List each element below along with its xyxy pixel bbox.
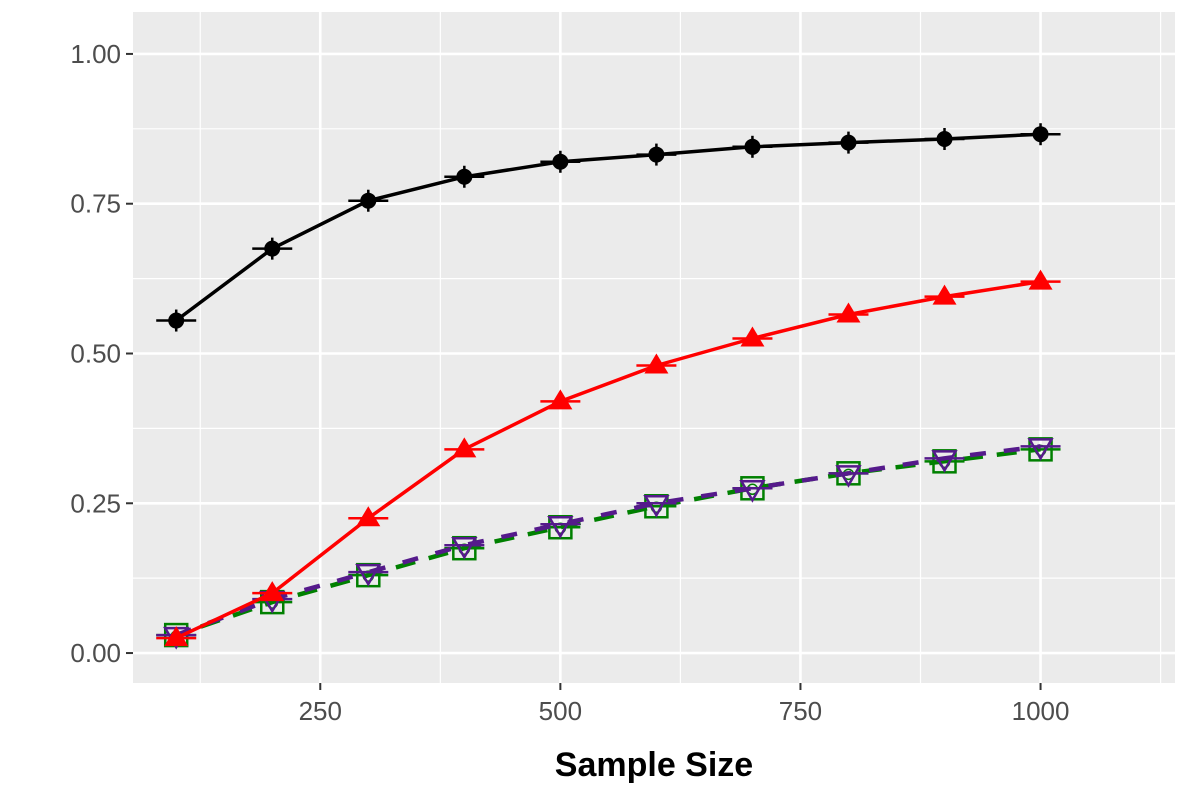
data-point [356,506,381,527]
data-point [451,536,478,560]
series-1 [156,269,1061,647]
series-line [175,444,1041,638]
data-point [355,563,382,587]
series-layer [156,123,1061,650]
x-tick-label: 750 [779,696,822,726]
data-point [931,450,958,473]
data-point [1027,438,1054,461]
x-tick-label: 1000 [1012,696,1070,726]
y-tick-label: 0.25 [70,488,121,518]
data-point [644,353,669,374]
series-0 [156,123,1061,332]
data-point [836,302,861,323]
data-point [260,581,285,602]
x-tick-label: 500 [539,696,582,726]
data-point [835,465,862,488]
plot-panel [133,12,1175,683]
data-point [452,437,477,458]
data-point [548,389,573,410]
data-point [740,326,765,347]
series-line [175,447,1041,638]
x-axis-title: Sample Size [555,746,753,784]
y-tick-label: 0.00 [70,638,121,668]
x-tick-label: 250 [299,696,342,726]
data-point [547,515,574,539]
data-point [1028,269,1053,290]
data-point [164,626,189,647]
grid [133,12,1175,683]
y-tick-label: 0.50 [70,338,121,368]
data-point [643,495,670,518]
series-line [175,279,1041,640]
axis-ticks: 250 500 750 1000 0.00 0.25 0.50 0.75 1.00 [70,39,1069,726]
y-tick-label: 0.75 [70,189,121,219]
series-line [175,132,1041,322]
y-tick-label: 1.00 [70,39,121,69]
data-point [932,284,957,305]
data-point [739,480,766,503]
